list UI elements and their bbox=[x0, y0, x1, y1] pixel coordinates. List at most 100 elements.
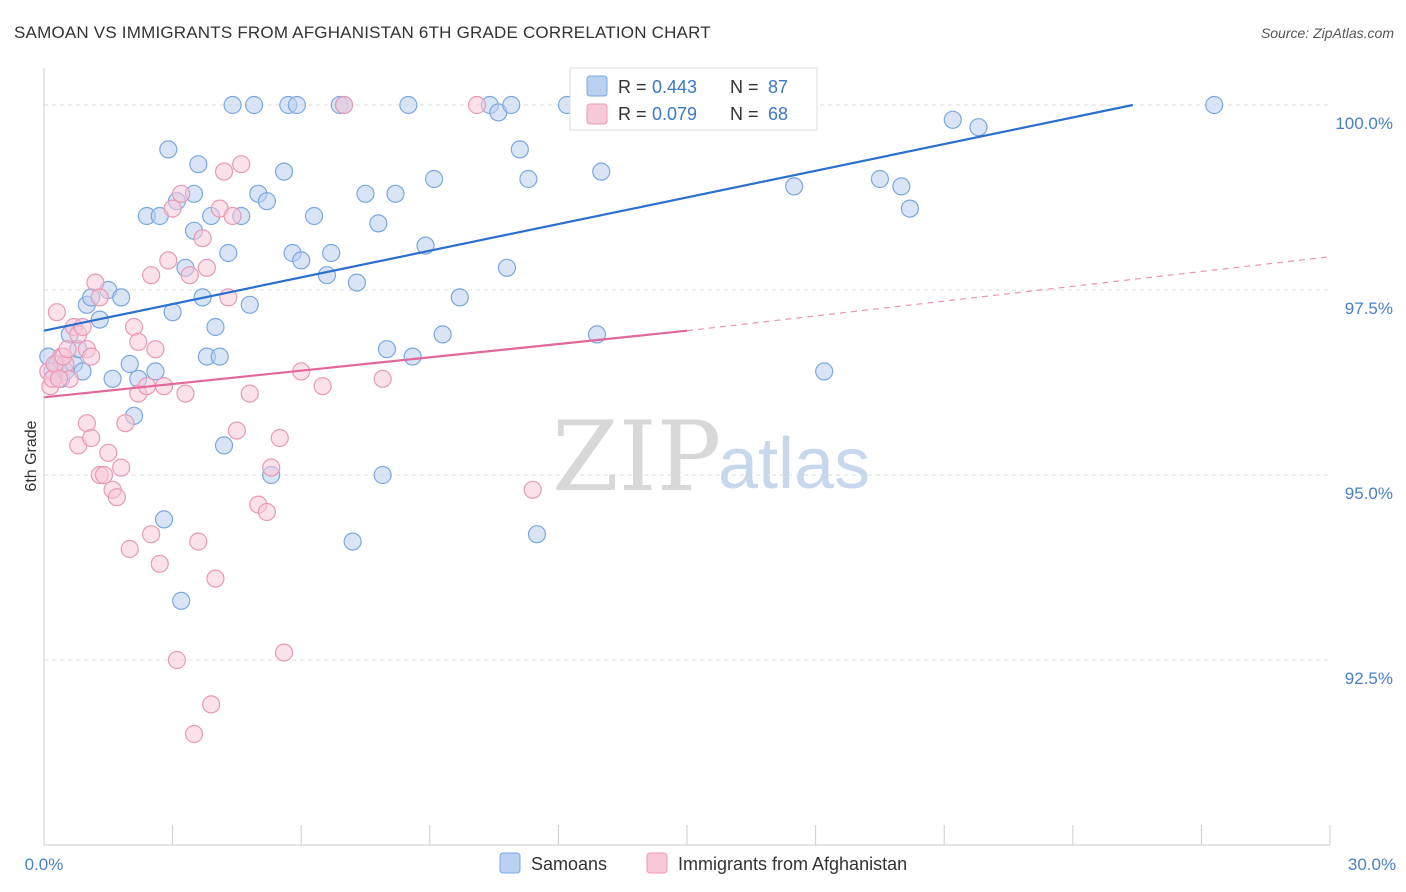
watermark-zip: ZIP bbox=[552, 401, 721, 513]
trend-line-1 bbox=[43, 329, 688, 399]
trend-line-extension-1 bbox=[686, 256, 1331, 332]
legend-r-value-0: 0.443 bbox=[652, 77, 697, 97]
x-tick-label-left: 0.0% bbox=[25, 855, 64, 874]
point-0-73 bbox=[527, 525, 547, 544]
point-1-44 bbox=[202, 695, 221, 714]
legend-n-label-1: N = bbox=[730, 104, 759, 124]
point-1-18 bbox=[94, 465, 114, 485]
point-1-14 bbox=[82, 428, 101, 448]
point-1-54 bbox=[257, 502, 277, 522]
point-1-65 bbox=[49, 369, 69, 388]
point-0-81 bbox=[870, 169, 890, 189]
point-0-48 bbox=[292, 251, 311, 270]
x-tick-label-right: 30.0% bbox=[1348, 855, 1396, 874]
point-0-33 bbox=[206, 317, 225, 337]
point-0-80 bbox=[815, 362, 834, 381]
point-1-67 bbox=[58, 340, 77, 359]
point-1-30 bbox=[142, 525, 161, 544]
point-0-13 bbox=[103, 369, 122, 388]
y-tick-label-2: 95.0% bbox=[1345, 484, 1393, 503]
point-1-19 bbox=[99, 443, 118, 462]
point-1-43 bbox=[197, 258, 216, 277]
point-1-60 bbox=[334, 95, 354, 115]
y-tick-label-0: 100.0% bbox=[1335, 114, 1393, 133]
point-0-70 bbox=[502, 95, 521, 115]
point-1-63 bbox=[523, 480, 542, 499]
point-0-57 bbox=[369, 214, 388, 233]
point-1-51 bbox=[232, 155, 251, 174]
point-0-79 bbox=[785, 177, 804, 196]
legend-frame bbox=[569, 67, 818, 131]
point-1-31 bbox=[146, 340, 165, 359]
point-1-29 bbox=[142, 266, 161, 285]
point-0-47 bbox=[287, 95, 307, 115]
legend-r-value-1: 0.079 bbox=[652, 104, 697, 124]
y-axis-label: 6th Grade bbox=[23, 420, 40, 491]
point-0-64 bbox=[424, 169, 444, 189]
y-tick-label-3: 92.5% bbox=[1345, 669, 1393, 688]
bottom-legend-swatch-afghanistan bbox=[646, 852, 668, 874]
point-0-22 bbox=[159, 140, 178, 159]
point-0-40 bbox=[244, 95, 264, 115]
point-0-76 bbox=[592, 162, 611, 181]
point-1-50 bbox=[227, 421, 246, 440]
point-0-59 bbox=[377, 340, 397, 359]
bottom-legend-swatch-samoans bbox=[499, 852, 521, 874]
chart-source: Source: ZipAtlas.com bbox=[1261, 25, 1394, 41]
point-1-42 bbox=[193, 229, 212, 248]
point-0-49 bbox=[304, 206, 324, 226]
point-1-59 bbox=[313, 377, 332, 396]
bottom-legend-label-samoans: Samoans bbox=[531, 854, 607, 874]
point-1-55 bbox=[262, 458, 281, 477]
point-0-72 bbox=[519, 169, 538, 189]
point-1-39 bbox=[180, 266, 199, 285]
point-1-40 bbox=[184, 724, 204, 744]
point-0-71 bbox=[510, 140, 529, 159]
point-0-51 bbox=[322, 243, 341, 263]
point-0-39 bbox=[240, 295, 259, 314]
point-1-41 bbox=[189, 532, 208, 551]
data-points bbox=[39, 95, 1224, 744]
point-0-34 bbox=[210, 347, 229, 366]
legend-r-label-0: R = bbox=[618, 77, 647, 97]
legend-n-label-0: N = bbox=[730, 77, 759, 97]
point-0-69 bbox=[497, 258, 517, 277]
point-1-37 bbox=[172, 184, 191, 203]
legend-swatch-afghanistan bbox=[586, 103, 608, 125]
point-1-22 bbox=[112, 458, 131, 477]
point-0-42 bbox=[257, 192, 277, 211]
point-1-36 bbox=[167, 650, 186, 670]
legend-r-label-1: R = bbox=[618, 104, 647, 124]
bottom-legend-label-afghanistan: Immigrants from Afghanistan bbox=[678, 854, 907, 874]
point-1-38 bbox=[176, 384, 195, 403]
point-1-45 bbox=[206, 569, 225, 588]
point-0-62 bbox=[403, 347, 422, 366]
chart-title: SAMOAN VS IMMIGRANTS FROM AFGHANISTAN 6T… bbox=[14, 23, 711, 42]
point-1-23 bbox=[116, 414, 135, 433]
point-0-55 bbox=[347, 273, 367, 292]
bottom-legend: Samoans Immigrants from Afghanistan bbox=[499, 852, 907, 874]
point-1-24 bbox=[120, 539, 139, 559]
legend-box: R = 0.443 N = 87 R = 0.079 N = 68 bbox=[569, 67, 818, 131]
point-1-21 bbox=[107, 488, 126, 507]
legend-swatch-samoans bbox=[586, 75, 608, 97]
point-1-32 bbox=[150, 554, 169, 573]
point-1-57 bbox=[274, 643, 294, 662]
point-0-19 bbox=[146, 362, 165, 381]
point-0-29 bbox=[189, 155, 208, 174]
point-0-44 bbox=[274, 162, 294, 181]
point-1-16 bbox=[90, 288, 109, 307]
point-0-58 bbox=[373, 465, 392, 485]
point-1-11 bbox=[82, 347, 101, 366]
point-0-82 bbox=[892, 177, 911, 196]
legend-n-value-0: 87 bbox=[768, 77, 788, 97]
point-0-86 bbox=[1205, 95, 1224, 115]
point-0-21 bbox=[154, 510, 174, 529]
point-0-61 bbox=[399, 95, 418, 115]
watermark-atlas: atlas bbox=[718, 424, 870, 504]
point-0-25 bbox=[172, 591, 191, 610]
point-0-83 bbox=[900, 199, 920, 218]
point-0-85 bbox=[969, 118, 988, 137]
point-1-61 bbox=[373, 369, 392, 388]
